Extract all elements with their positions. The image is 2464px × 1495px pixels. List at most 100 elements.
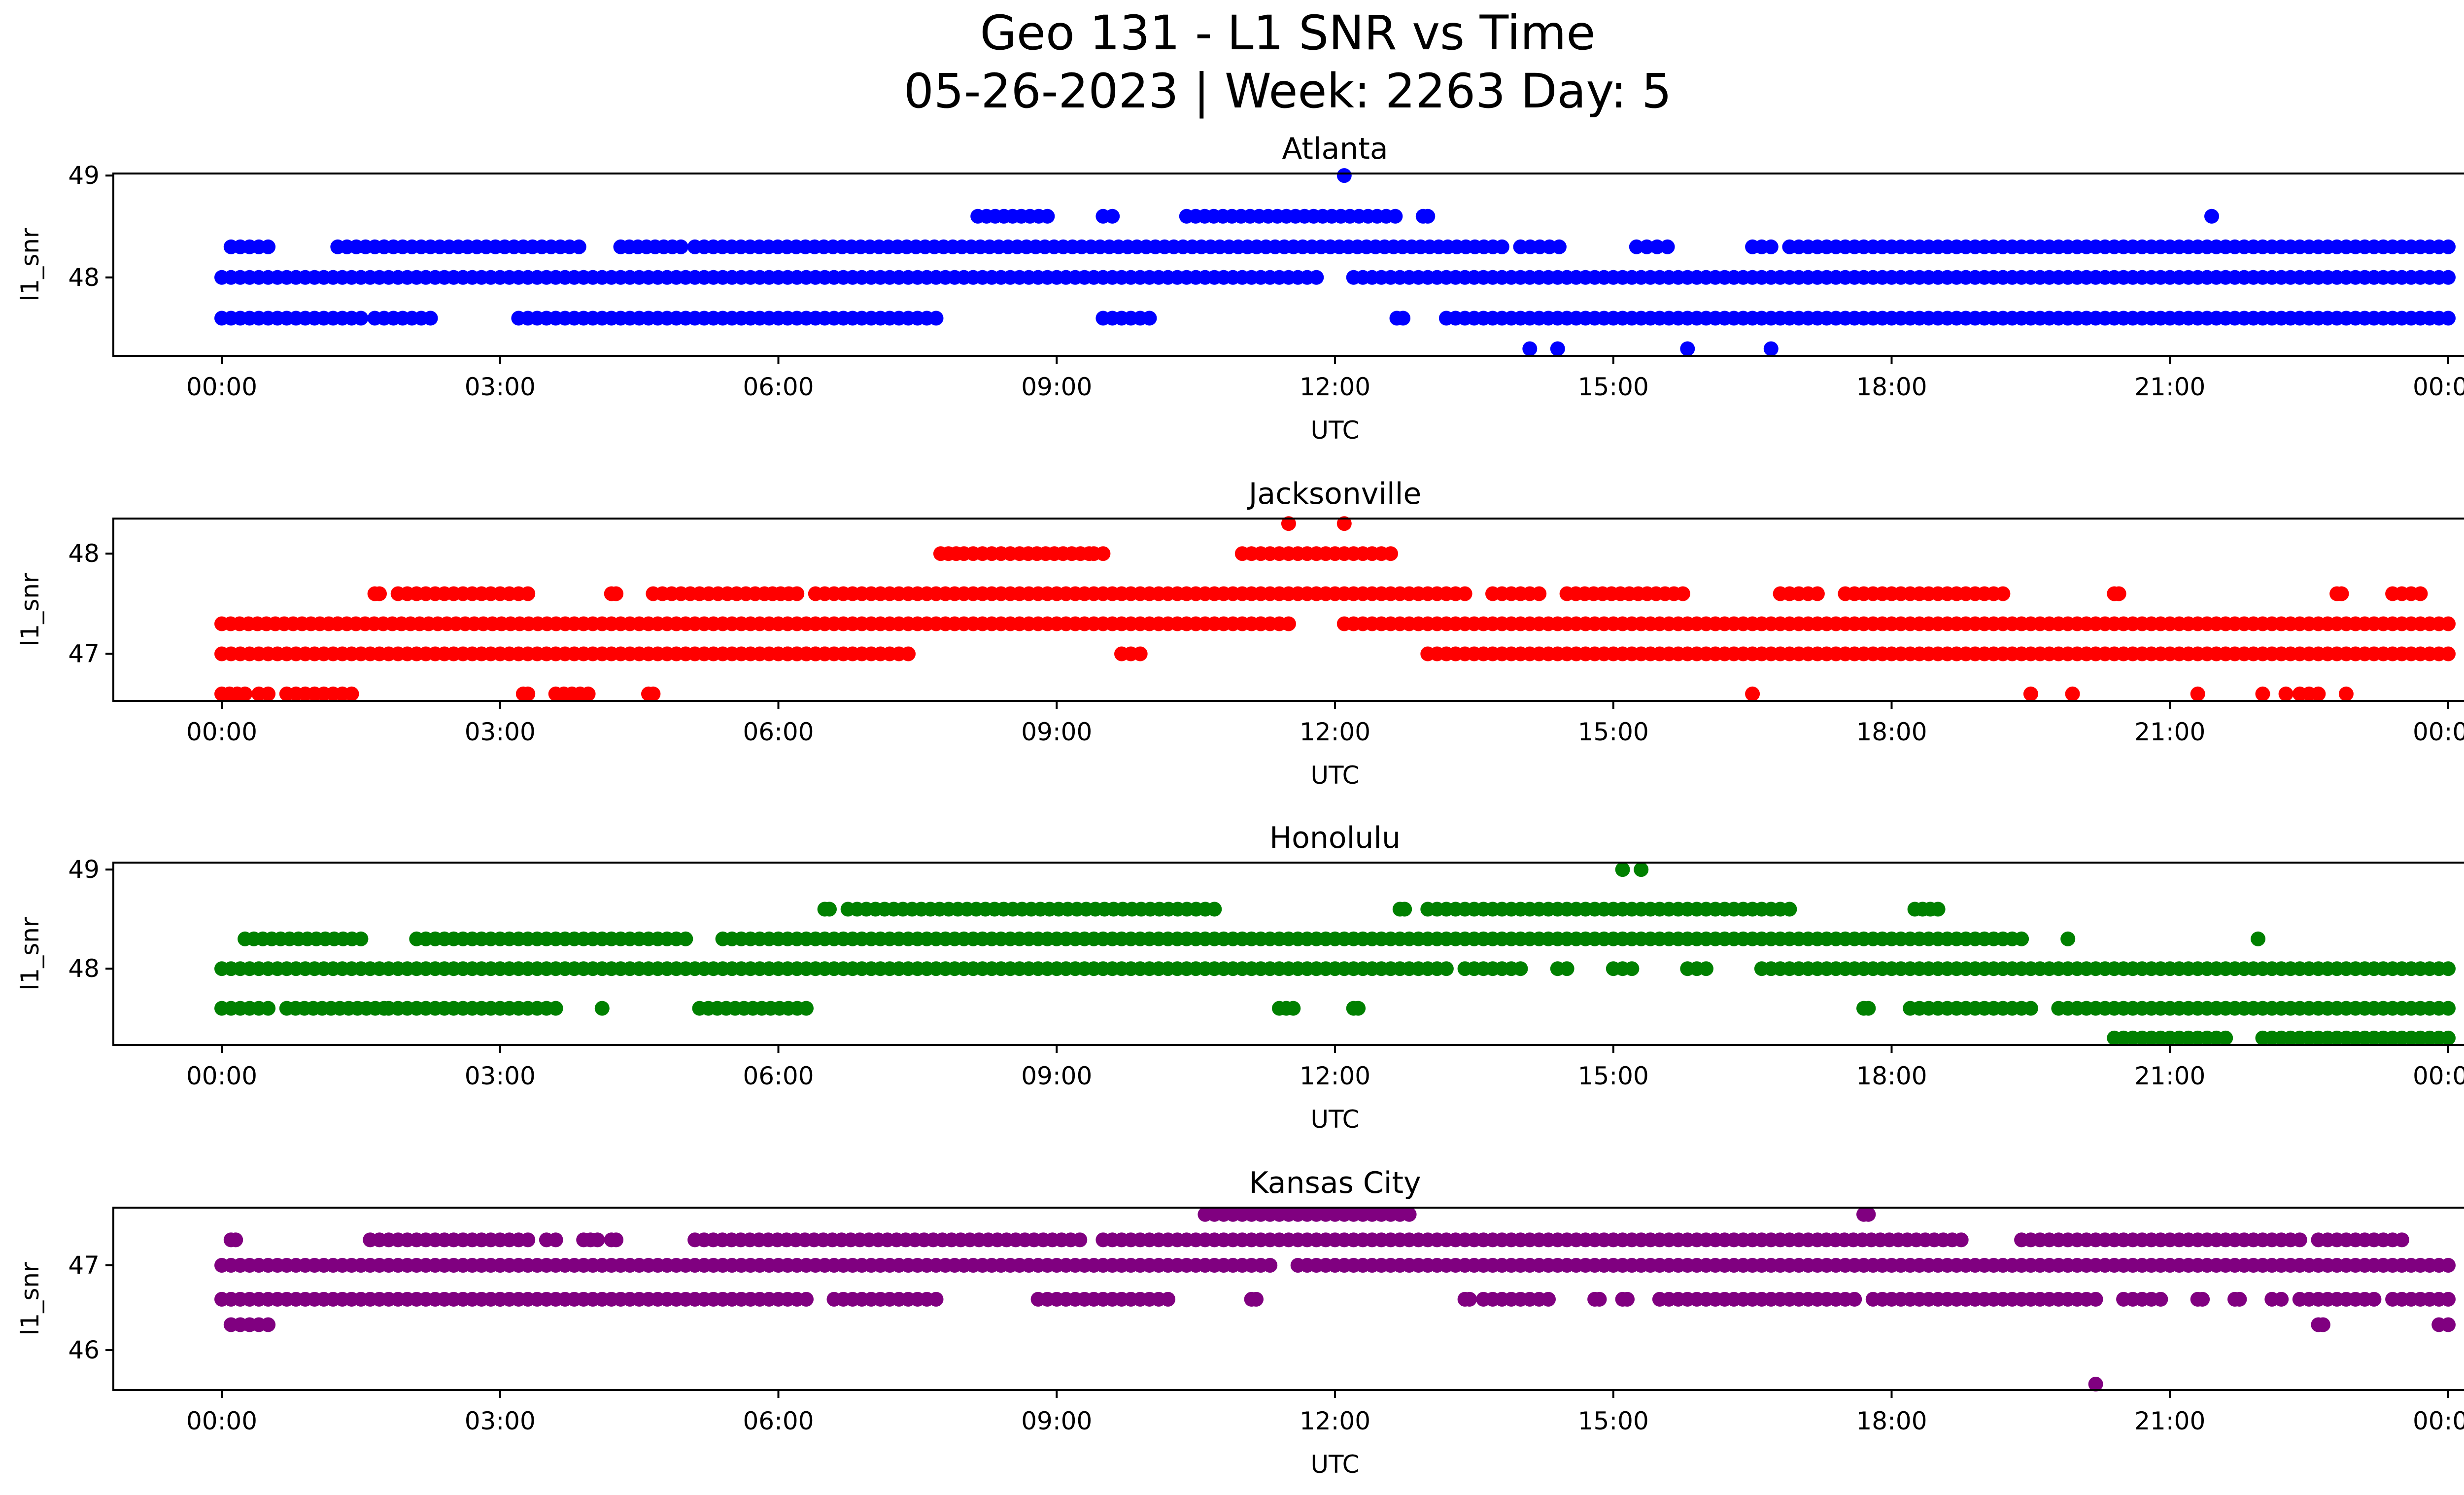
data-point [2441, 961, 2456, 976]
x-tick-label: 06:00 [743, 1407, 814, 1435]
subplot-kansas-city: Kansas City l1_snr UTC 00:00 03:00 06:00 09:00… [16, 1166, 2464, 1479]
data-point [1995, 586, 2011, 601]
x-tick-label: 18:00 [1856, 373, 1927, 401]
data-point [799, 1001, 814, 1016]
data-point [520, 686, 536, 701]
data-point [520, 1232, 536, 1248]
data-point [2111, 586, 2126, 601]
x-tick-label: 09:00 [1021, 1407, 1092, 1435]
data-point [1763, 239, 1779, 254]
subplot-title: Honolulu [1269, 821, 1401, 855]
x-tick-label: 03:00 [465, 1407, 536, 1435]
data-point [1541, 1291, 1556, 1307]
data-point [520, 586, 536, 601]
data-point [238, 686, 253, 701]
data-point [1462, 1291, 1477, 1307]
subplot-title: Kansas City [1249, 1166, 1421, 1200]
data-point [1494, 239, 1509, 254]
data-point [372, 586, 387, 601]
axes-frame [112, 518, 2464, 702]
x-tick-label: 00:00 [186, 1407, 257, 1435]
data-point [1402, 1207, 1417, 1222]
data-point [799, 1291, 814, 1307]
x-tick-label: 21:00 [2134, 1062, 2205, 1090]
y-axis-label: l1_snr [16, 573, 44, 646]
x-tick-label: 12:00 [1300, 1062, 1370, 1090]
x-tick-label: 00:00 [2413, 718, 2464, 746]
data-points [214, 516, 2456, 701]
y-tick-label: 48 [68, 539, 100, 568]
data-point [1639, 239, 1654, 254]
x-tick-label: 03:00 [465, 1062, 536, 1090]
x-tick-label: 15:00 [1578, 1062, 1649, 1090]
data-point [678, 931, 693, 946]
data-point [2315, 1317, 2330, 1332]
data-point [1763, 341, 1779, 356]
x-axis-label: UTC [1310, 1450, 1359, 1479]
data-point [789, 586, 805, 601]
y-tick-label: 48 [68, 954, 100, 983]
data-point [2153, 1291, 2168, 1307]
data-point [2311, 686, 2326, 701]
data-point [581, 686, 596, 701]
data-point [2334, 586, 2349, 601]
data-point [2441, 1030, 2456, 1045]
x-tick-label: 12:00 [1300, 718, 1370, 746]
data-points [214, 862, 2456, 1045]
data-point [2441, 616, 2456, 631]
data-point [1615, 862, 1630, 877]
subplot-honolulu: Honolulu l1_snr UTC 00:00 03:00 06:00 09:00 12:… [16, 821, 2464, 1134]
x-tick-label: 09:00 [1021, 1062, 1092, 1090]
data-point [1745, 686, 1760, 701]
data-point [2441, 311, 2456, 326]
data-point [1861, 1207, 1876, 1222]
data-point [1249, 1291, 1264, 1307]
data-point [2195, 1291, 2210, 1307]
data-point [822, 902, 837, 917]
subplots: Atlanta l1_snr UTC 00:00 03:00 06:00 09:00 12:0… [16, 132, 2464, 1479]
x-tick-label: 06:00 [743, 718, 814, 746]
data-point [1072, 1232, 1088, 1248]
axes-frame [112, 862, 2464, 1046]
data-point [2292, 1232, 2307, 1248]
figure-title-line2: 05-26-2023 | Week: 2263 Day: 5 [904, 64, 1672, 119]
x-axis-label: UTC [1310, 1105, 1359, 1134]
x-tick-label: 00:00 [186, 373, 257, 401]
data-point [261, 686, 276, 701]
data-point [1699, 961, 1713, 976]
data-point [609, 586, 624, 601]
data-point [1309, 270, 1324, 285]
data-point [1142, 311, 1157, 326]
data-point [1040, 209, 1055, 224]
y-tick-label: 49 [68, 855, 100, 884]
data-point [928, 1291, 944, 1307]
data-point [1550, 341, 1565, 356]
data-point [2441, 270, 2456, 285]
data-point [344, 686, 359, 701]
data-point [571, 239, 586, 254]
data-point [261, 239, 276, 254]
data-point [1336, 168, 1352, 183]
data-point [2232, 1291, 2247, 1307]
y-axis-label: l1_snr [16, 1262, 44, 1335]
x-tick-label: 00:00 [186, 718, 257, 746]
data-point [1281, 516, 1296, 531]
y-axis-label: l1_snr [16, 917, 44, 990]
data-point [2088, 1291, 2103, 1307]
data-point [1132, 646, 1148, 661]
data-point [353, 931, 369, 946]
x-tick-label: 00:00 [186, 1062, 257, 1090]
data-point [261, 1001, 276, 1016]
data-point [2088, 1377, 2103, 1391]
x-tick-label: 06:00 [743, 1062, 814, 1090]
data-point [1930, 902, 1946, 917]
data-point [2060, 931, 2076, 946]
data-point [2204, 209, 2219, 224]
data-point [2023, 1001, 2038, 1016]
x-tick-label: 00:00 [2413, 1407, 2464, 1435]
data-points [214, 1207, 2456, 1391]
x-tick-label: 21:00 [2134, 718, 2205, 746]
data-point [1207, 902, 1222, 917]
data-point [548, 1001, 563, 1016]
x-tick-label: 12:00 [1300, 1407, 1370, 1435]
